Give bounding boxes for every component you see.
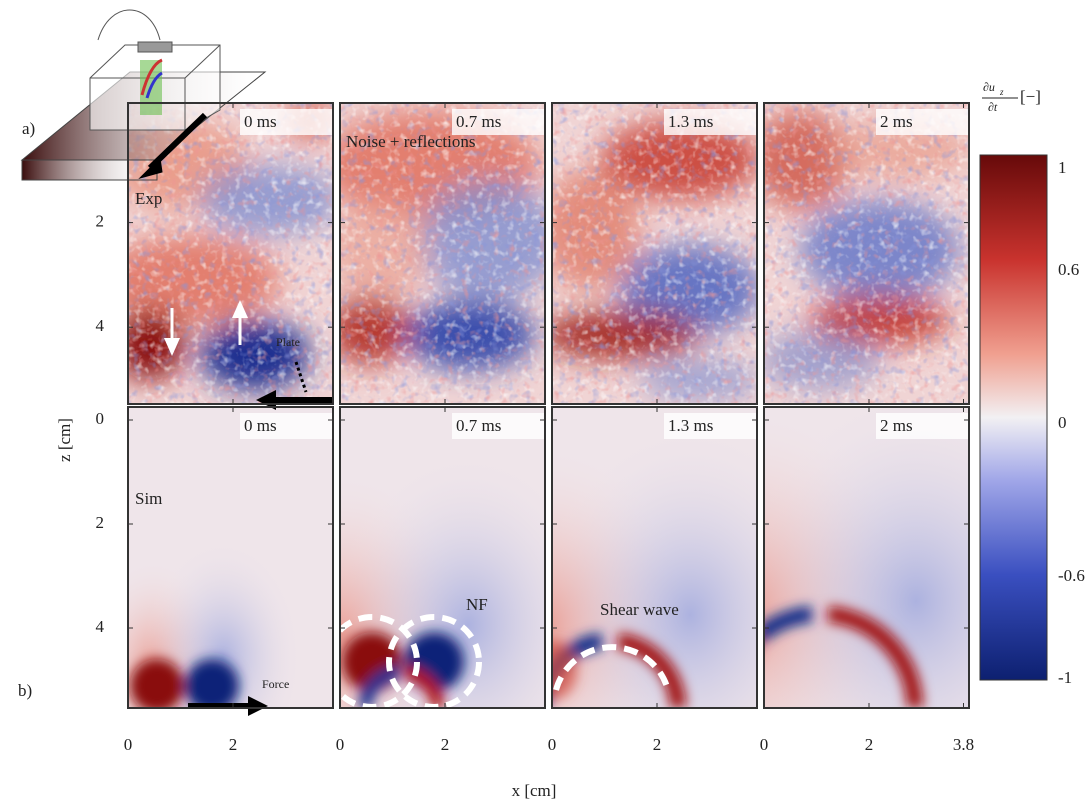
panel-label: b) [18,681,32,700]
time-label: 0 ms [244,416,277,435]
time-label: 1.3 ms [668,416,713,435]
exp-panel [540,103,760,404]
z-tick-label: 4 [96,316,105,335]
colorbar-den: ∂t [988,100,998,114]
z-tick-label: 4 [96,617,105,636]
x-tick-label: 0 [124,735,133,754]
exp-panel [750,103,970,404]
row-label: Sim [135,489,162,508]
row-label: Exp [135,189,162,208]
colorbar-tick-label: 0 [1058,413,1067,432]
axis-label: z [cm] [55,418,74,462]
lobe [130,659,184,713]
z-tick-label: 0 [96,409,105,428]
time-label: 0.7 ms [456,112,501,131]
x-tick-label: 0 [760,735,769,754]
noise [764,103,969,404]
annotation: Force [262,677,289,691]
time-label: 0.7 ms [456,416,501,435]
z-tick-label: 2 [96,212,105,231]
panels [83,100,1088,804]
colorbar-tick-label: -1 [1058,668,1072,687]
figure: a) b) Exp Sim Noise + reflections Plate … [0,0,1088,804]
x-tick-label: 2 [653,735,662,754]
annotation: Plate [276,335,300,349]
annotation: NF [466,595,488,614]
colorbar-label: ∂u z ∂t [982,80,1018,114]
z-tick-label: 2 [96,513,105,532]
x-tick-label: 2 [441,735,450,754]
colorbar-unit: [−] [1020,87,1041,106]
time-label: 2 ms [880,416,913,435]
x-tick-label: 3.8 [953,735,974,754]
colorbar [980,155,1047,680]
panel-label: a) [22,119,35,138]
colorbar-tick-label: -0.6 [1058,566,1085,585]
noise [552,103,757,404]
annotation: Shear wave [600,600,679,619]
time-label: 2 ms [880,112,913,131]
colorbar-num: ∂u [983,80,995,94]
time-label: 0 ms [244,112,277,131]
glow [143,538,303,778]
x-tick-label: 0 [336,735,345,754]
x-tick-label: 0 [548,735,557,754]
sim-panel [83,407,333,778]
colorbar-sub: z [999,87,1004,97]
colorbar-tick-label: 1 [1058,158,1067,177]
colorbar-tick-label: 0.6 [1058,260,1079,279]
axis-label: x [cm] [512,781,557,800]
x-tick-label: 2 [229,735,238,754]
x-tick-label: 2 [865,735,874,754]
time-label: 1.3 ms [668,112,713,131]
